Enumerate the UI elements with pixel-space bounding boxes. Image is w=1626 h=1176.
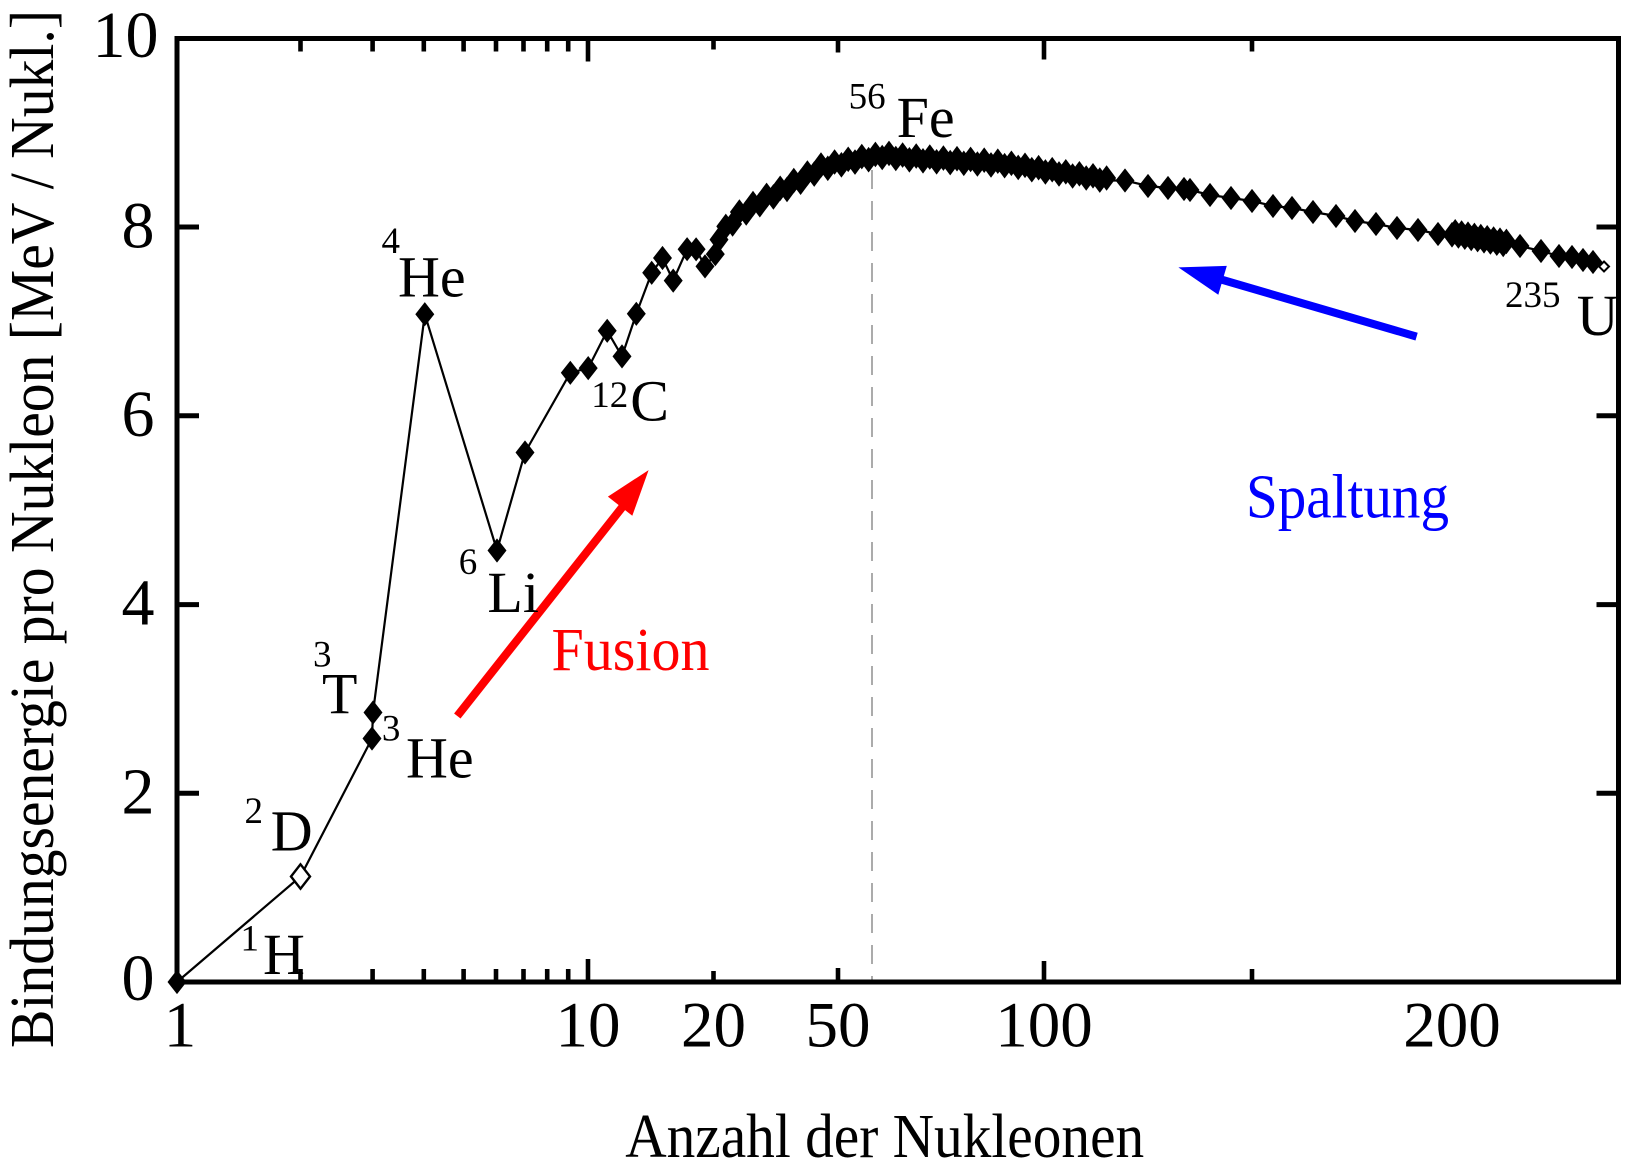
svg-text:2: 2 [245,791,264,832]
svg-text:100: 100 [995,990,1093,1062]
svg-text:Anzahl der Nukleonen: Anzahl der Nukleonen [625,1103,1144,1171]
svg-text:1: 1 [241,919,260,960]
svg-text:He: He [406,726,474,791]
svg-text:Li: Li [487,560,539,625]
svg-text:3: 3 [382,708,401,749]
svg-text:T: T [322,662,357,727]
svg-text:10: 10 [93,0,159,72]
svg-text:2: 2 [122,755,155,828]
svg-text:50: 50 [806,990,871,1062]
svg-text:6: 6 [122,378,155,451]
svg-text:D: D [271,798,313,863]
svg-text:12: 12 [591,375,628,416]
svg-text:Spaltung: Spaltung [1246,463,1449,531]
svg-text:4: 4 [382,221,401,262]
svg-text:20: 20 [681,990,746,1062]
svg-text:0: 0 [122,942,155,1015]
svg-text:He: He [398,245,466,310]
svg-text:200: 200 [1403,990,1501,1062]
svg-text:4: 4 [122,567,155,640]
svg-text:6: 6 [459,542,478,583]
svg-text:U: U [1577,283,1619,348]
svg-text:56: 56 [849,77,886,118]
svg-text:8: 8 [122,190,155,263]
svg-text:1: 1 [164,990,197,1062]
svg-text:235: 235 [1505,275,1561,316]
svg-text:C: C [630,368,669,433]
svg-text:Fusion: Fusion [552,617,710,684]
svg-text:Bindungsenergie pro Nukleon [M: Bindungsenergie pro Nukleon [MeV / Nukl.… [0,10,67,1048]
svg-text:10: 10 [556,990,621,1062]
svg-text:H: H [263,922,305,987]
svg-text:Fe: Fe [897,85,955,150]
svg-text:3: 3 [313,635,332,676]
